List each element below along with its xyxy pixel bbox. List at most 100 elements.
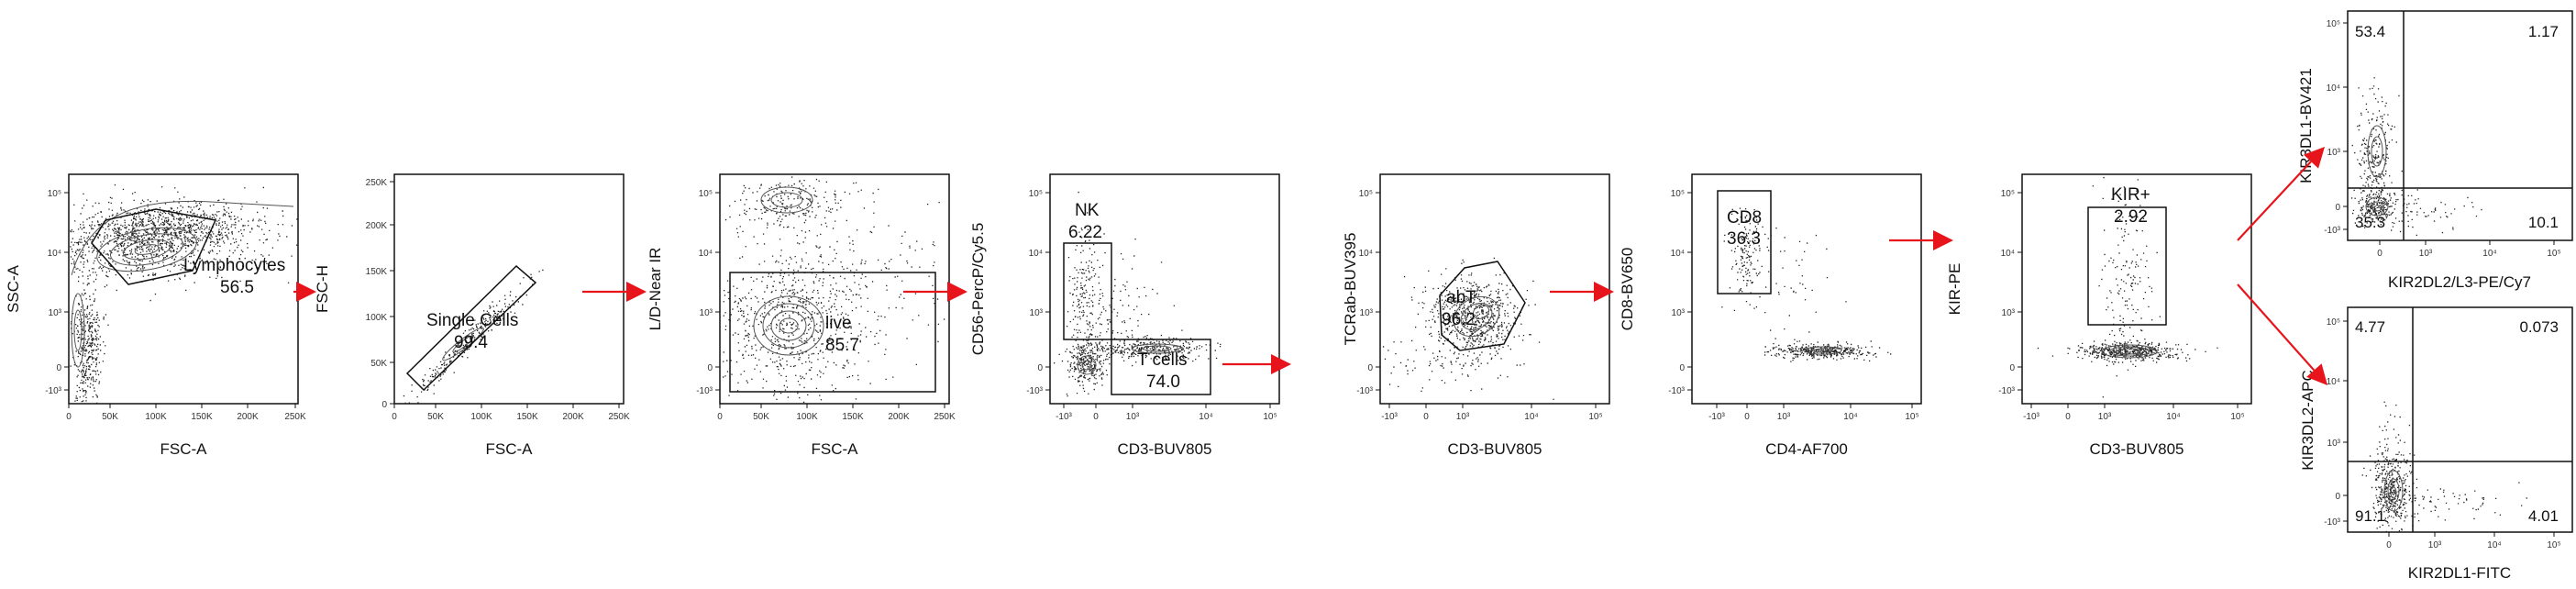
quadrant-upper-left: 4.77 xyxy=(2355,318,2385,336)
plot-frame xyxy=(1379,173,1610,405)
y-axis-title: CD8-BV650 xyxy=(1619,248,1636,331)
panel-kir2dl2: 4.77 0.073 91.1 4.01 0 10³ 10⁴ 10⁵ -10³ 0 10³… xyxy=(2299,306,2573,582)
gate-label-cd8: CD8 xyxy=(1727,208,1762,228)
event-dot-path xyxy=(70,184,298,405)
panel-nk-tcells: NK 6.22 T cells 74.0 -10³ 0 10³ 10⁴ 10⁵ -10³… xyxy=(969,173,1280,458)
gate-kir-positive xyxy=(2087,206,2167,326)
arrow-8 xyxy=(2237,283,2327,385)
x-tick-label: -10³ xyxy=(2023,412,2040,422)
y-tick-label: 10⁴ xyxy=(1359,249,1373,259)
x-tick-label: 10³ xyxy=(2419,249,2433,259)
event-dot-path xyxy=(2350,77,2482,237)
y-tick-label: 0 xyxy=(1679,363,1685,373)
quadrant-upper-right: 0.073 xyxy=(2519,318,2559,336)
y-axis-title: KIR-PE xyxy=(1946,263,1963,316)
y-tick-label: 10⁵ xyxy=(2327,317,2340,328)
plot-frame xyxy=(2021,173,2252,405)
y-tick-label: 0 xyxy=(1037,363,1043,373)
arrow-head xyxy=(1594,282,1614,302)
contours xyxy=(2101,344,2158,359)
quadrant-lower-left: 91.1 xyxy=(2355,507,2385,525)
contours xyxy=(2365,125,2389,217)
y-tick-label: 10⁴ xyxy=(1671,249,1685,259)
y-axis-title: FSC-H xyxy=(314,265,331,313)
y-tick-label: 0 xyxy=(56,363,61,373)
arrows xyxy=(293,147,2327,385)
gate-value-lymphocytes: 56.5 xyxy=(220,278,254,297)
contours xyxy=(1804,346,1842,355)
x-tick-label: 0 xyxy=(2386,540,2392,550)
gate-label-kir-positive: KIR+ xyxy=(2111,185,2150,205)
quadrant-upper-left: 53.4 xyxy=(2355,23,2385,40)
y-tick-label: 50K xyxy=(370,359,387,369)
y-tick-label: 0 xyxy=(1367,363,1373,373)
y-tick-label: 0 xyxy=(2335,492,2340,502)
x-tick-label: 10⁵ xyxy=(1263,412,1277,422)
y-axis-title: KIR3DL2-APC xyxy=(2299,370,2316,471)
arrow-head xyxy=(626,282,647,302)
y-tick-label: 10³ xyxy=(1360,308,1374,318)
x-tick-label: 10⁴ xyxy=(1524,412,1538,422)
gate-value-single-cells: 99.4 xyxy=(454,333,488,352)
y-tick-label: 10⁵ xyxy=(48,189,61,199)
y-tick-label: 10³ xyxy=(2327,148,2341,158)
gate-cd8 xyxy=(1717,190,1772,294)
x-tick-label: 10³ xyxy=(1456,412,1470,422)
y-tick-label: -10³ xyxy=(1998,386,2015,396)
panel-singlets: Single Cells 99.4 0 50K 100K 150K 200K 250K 0… xyxy=(314,173,630,458)
gate-label-abt: abT xyxy=(1446,288,1476,307)
event-dots xyxy=(70,184,298,405)
x-tick-label: 0 xyxy=(1744,412,1750,422)
plot-frame xyxy=(1691,173,1922,405)
x-axis-title: FSC-A xyxy=(812,440,859,458)
x-tick-label: 50K xyxy=(102,412,118,422)
x-tick-label: 10⁵ xyxy=(2230,412,2244,422)
event-dot-path xyxy=(2361,401,2527,532)
panel-lymphocytes: Lymphocytes 56.5 0 50K 100K 150K 200K 250K -1… xyxy=(5,173,306,458)
gate-label-live: live xyxy=(825,314,852,333)
y-tick-label: 10⁴ xyxy=(2327,83,2340,94)
event-dots xyxy=(2361,401,2527,532)
arrow-1 xyxy=(293,282,316,302)
x-tick-label: 0 xyxy=(1093,412,1099,422)
arrow-5 xyxy=(1550,282,1614,302)
x-tick-label: 10³ xyxy=(1777,412,1791,422)
arrow-shaft xyxy=(2237,161,2312,241)
x-tick-label: 10⁵ xyxy=(2547,540,2560,550)
quadrant-lower-right: 4.01 xyxy=(2528,507,2559,525)
x-tick-label: 50K xyxy=(427,412,444,422)
y-tick-label: 10⁴ xyxy=(48,249,61,259)
x-axis-title: FSC-A xyxy=(486,440,534,458)
x-tick-label: -10³ xyxy=(1056,412,1072,422)
x-tick-label: 50K xyxy=(753,412,769,422)
x-tick-label: 0 xyxy=(1423,412,1429,422)
gate-label-nk: NK xyxy=(1075,201,1100,220)
y-tick-label: -10³ xyxy=(1026,386,1043,396)
y-tick-label: -10³ xyxy=(1668,386,1685,396)
y-tick-label: 10⁵ xyxy=(699,189,713,199)
arrow-head xyxy=(2306,363,2327,385)
y-tick-label: 10⁴ xyxy=(2327,377,2340,387)
x-tick-label: 0 xyxy=(717,412,723,422)
arrow-head xyxy=(1271,354,1291,374)
x-tick-label: 150K xyxy=(191,412,213,422)
gate-value-abt: 96.2 xyxy=(1442,310,1476,329)
gate-value-live: 85.7 xyxy=(825,336,859,355)
y-tick-label: -10³ xyxy=(2324,517,2340,528)
gate-value-t-cells: 74.0 xyxy=(1146,372,1180,392)
quadrant-upper-right: 1.17 xyxy=(2528,23,2559,40)
y-tick-label: -10³ xyxy=(1356,386,1373,396)
gate-label-lymphocytes: Lymphocytes xyxy=(183,256,285,275)
y-tick-label: 10³ xyxy=(700,308,713,318)
gate-abt xyxy=(1439,261,1526,351)
gate-label-single-cells: Single Cells xyxy=(426,311,518,330)
contours xyxy=(71,200,294,368)
x-tick-label: 10⁵ xyxy=(1905,412,1918,422)
x-tick-label: 0 xyxy=(392,412,397,422)
y-tick-label: 10⁴ xyxy=(699,249,713,259)
x-axis-title: FSC-A xyxy=(160,440,208,458)
x-tick-label: 10⁴ xyxy=(2482,249,2496,259)
x-tick-label: 10⁴ xyxy=(2487,540,2501,550)
panel-kir3dl1: 53.4 1.17 35.3 10.1 0 10³ 10⁴ 10⁵ -10³ 0 10³ 1… xyxy=(2297,10,2573,291)
